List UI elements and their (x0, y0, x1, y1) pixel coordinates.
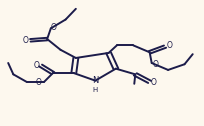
Text: O: O (23, 36, 29, 45)
Text: O: O (33, 61, 39, 70)
Text: N: N (92, 76, 98, 85)
Text: O: O (36, 78, 42, 87)
Text: H: H (92, 87, 98, 93)
Text: O: O (150, 78, 156, 87)
Text: O: O (51, 23, 57, 32)
Text: O: O (152, 60, 158, 69)
Text: O: O (165, 41, 171, 51)
